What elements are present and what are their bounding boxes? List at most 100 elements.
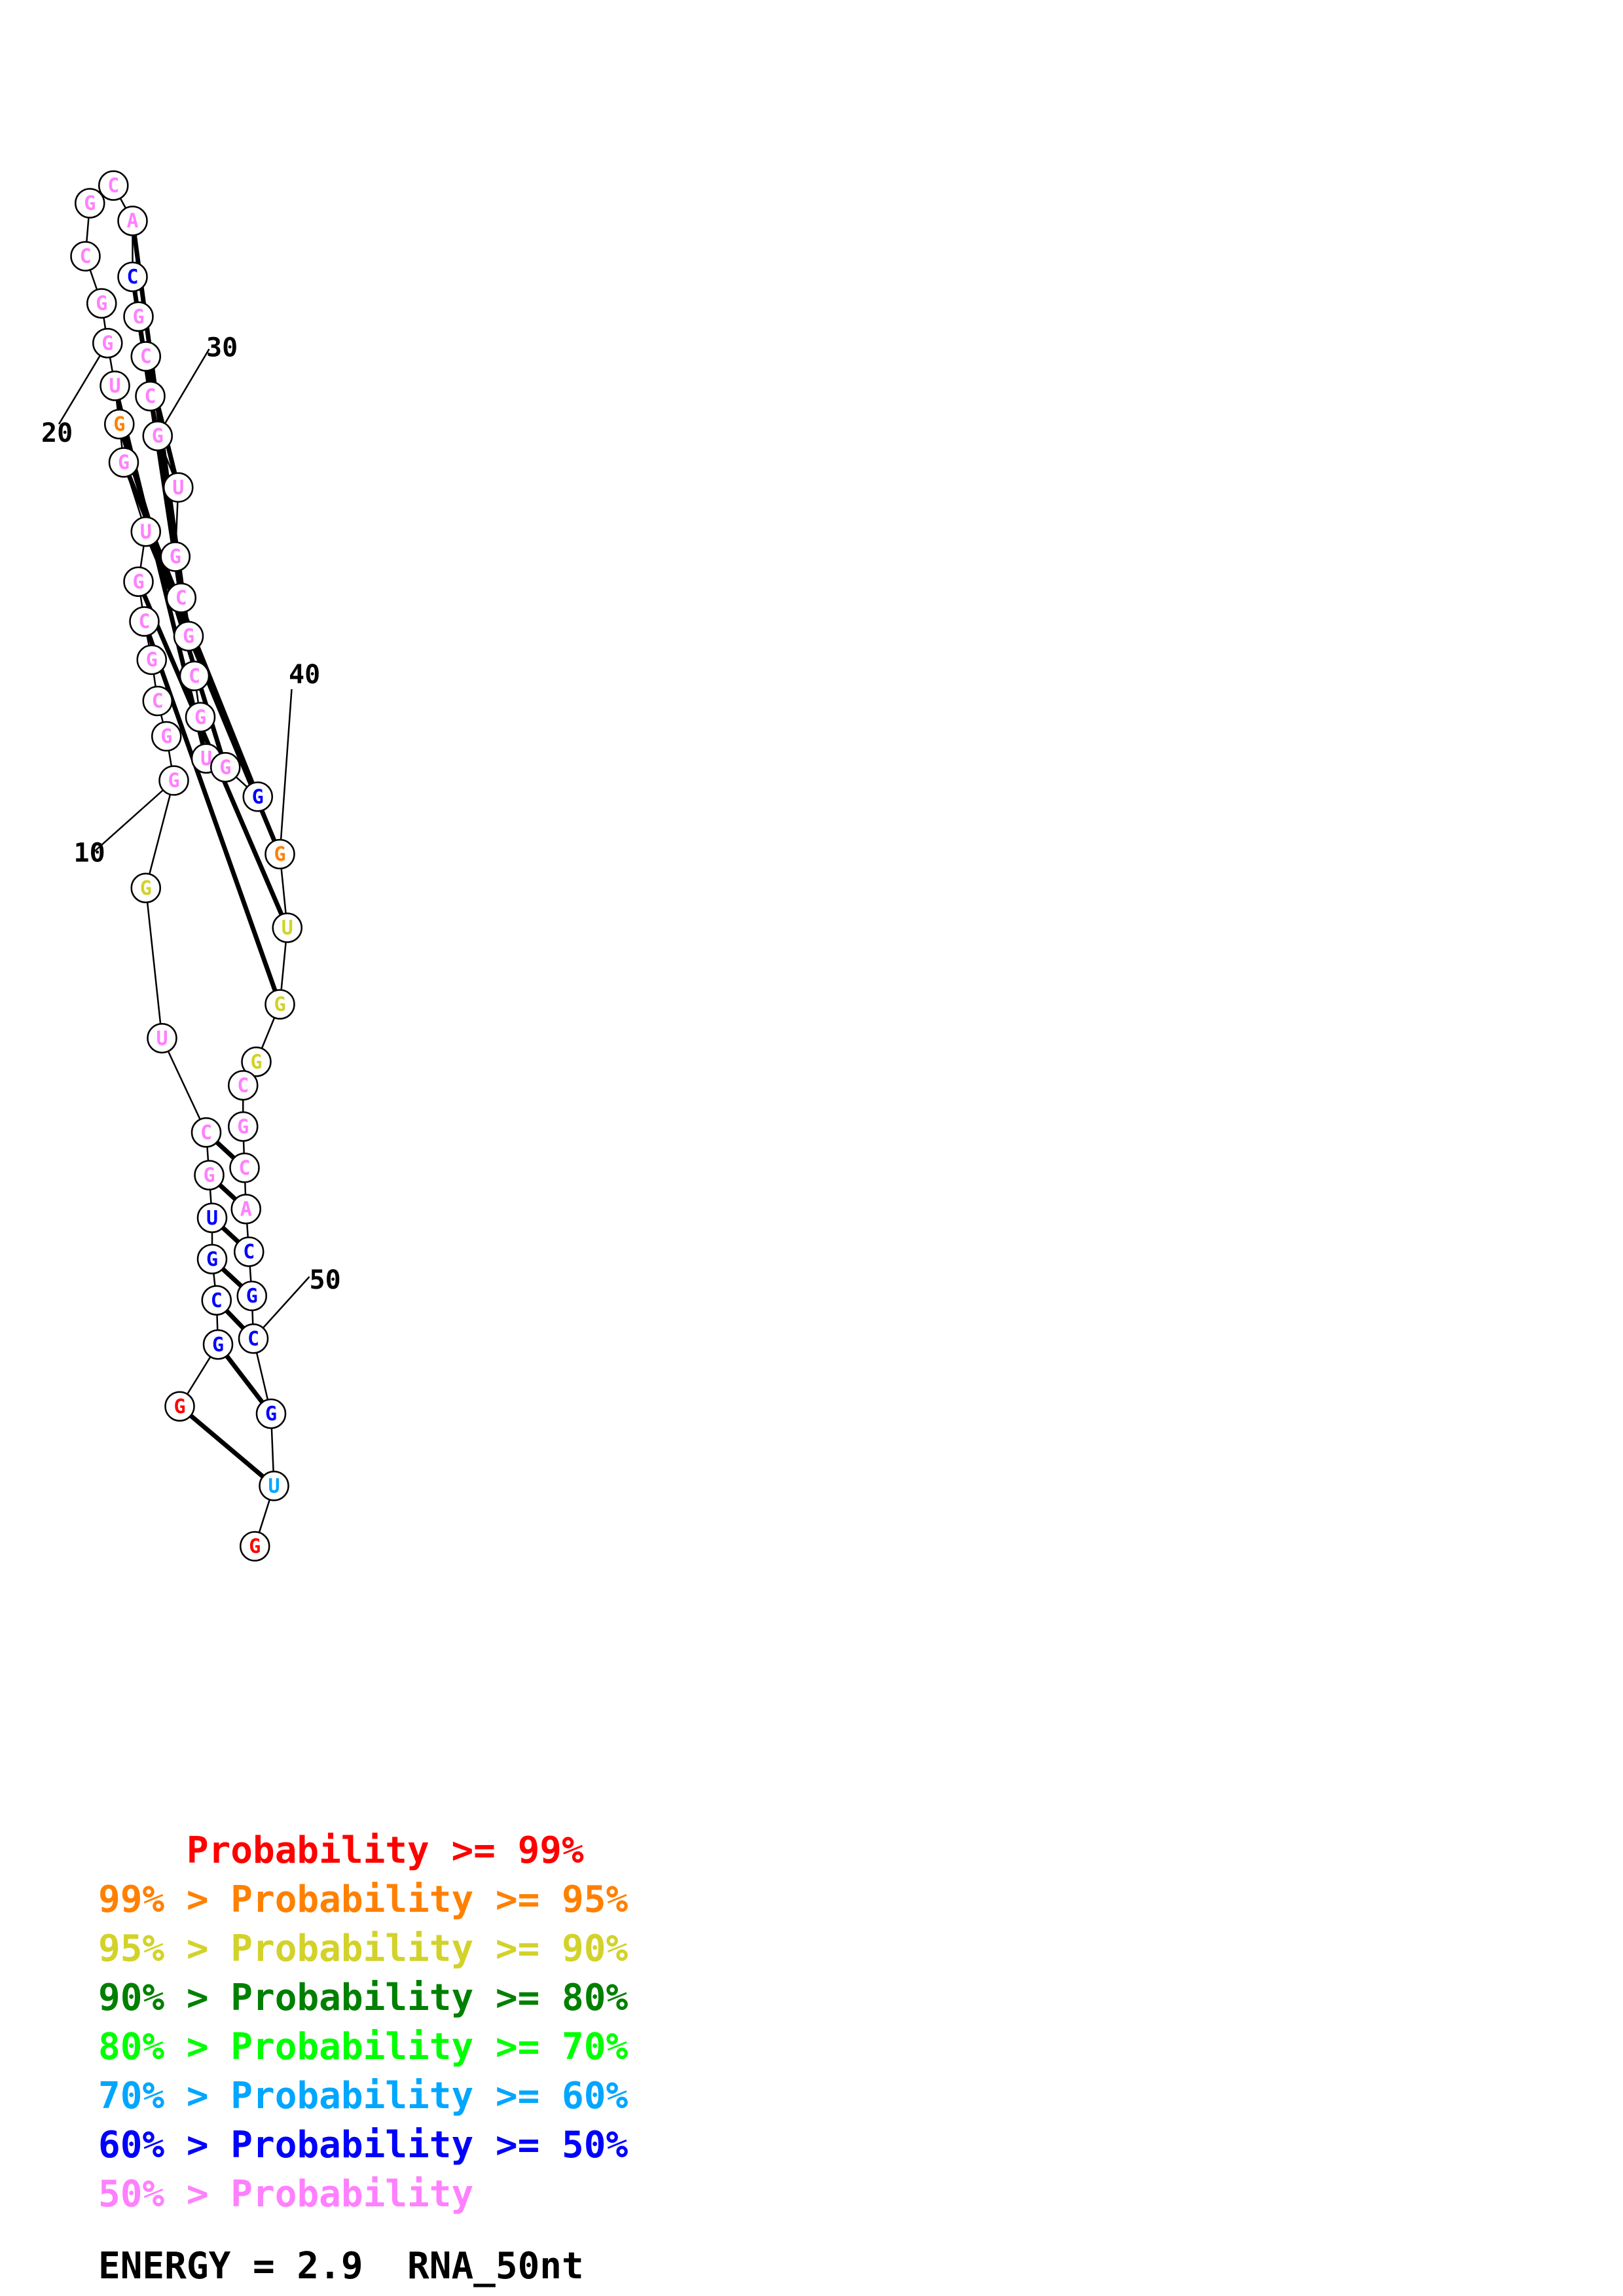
nucleotide-letter: G <box>219 756 231 779</box>
nucleotide-circle <box>129 606 160 637</box>
nucleotide-circle <box>130 341 161 372</box>
legend-range-prefix: 70% > <box>98 2075 231 2117</box>
nucleotide: G <box>151 721 182 752</box>
nucleotide-circle <box>210 752 241 783</box>
legend-row: 70% > Probability >= 60% <box>98 2072 628 2121</box>
backbone-segment <box>145 888 163 1039</box>
nucleotide: C <box>229 1153 260 1183</box>
nucleotide-circle <box>98 170 129 201</box>
nucleotide-letter: U <box>140 520 152 543</box>
nucleotide-circle <box>241 1047 272 1077</box>
legend-label: Probability >= 50% <box>230 2124 629 2166</box>
nucleotide: G <box>75 188 105 219</box>
backbone-segment <box>161 1037 208 1133</box>
nucleotide-circle <box>264 989 295 1020</box>
legend-row: Probability >= 99% <box>98 1826 628 1875</box>
nucleotide: G <box>173 620 204 652</box>
nucleotide-circle <box>201 1285 232 1316</box>
nucleotide-letter: C <box>211 1289 223 1312</box>
nucleotide-letter: U <box>268 1475 280 1498</box>
nucleotide-letter: U <box>200 747 212 770</box>
nucleotide: G <box>108 447 139 478</box>
nucleotide: G <box>136 644 167 675</box>
nucleotide-letter: G <box>173 1395 185 1418</box>
nucleotide: G <box>236 1280 267 1312</box>
nucleotide-circle <box>142 685 173 717</box>
nucleotide-circle <box>136 644 167 675</box>
nucleotide: G <box>202 1329 234 1360</box>
legend-label: Probability >= 80% <box>230 1977 629 2019</box>
nucleotide: G <box>185 702 216 732</box>
legend-range-prefix: 80% > <box>98 2026 231 2068</box>
position-labels: 10 20 30 40 50 <box>41 333 341 1340</box>
legend-range-prefix: 60% > <box>98 2124 231 2166</box>
nucleotide: G <box>241 1047 272 1077</box>
nucleotide-circle <box>259 1471 289 1501</box>
nucleotide-letter: G <box>118 452 130 475</box>
nucleotide-letter: G <box>132 306 144 329</box>
nucleotide-circle <box>166 583 196 613</box>
nucleotide-circle <box>160 541 191 572</box>
nucleotide-letter: G <box>274 994 285 1016</box>
nucleotide-letter: C <box>200 1121 212 1144</box>
nucleotide-circle <box>196 1244 228 1274</box>
nucleotide-letter: G <box>146 649 158 672</box>
nucleotide-circle <box>117 206 148 236</box>
nucleotide: G <box>123 301 154 332</box>
nucleotide-circle <box>240 1531 270 1562</box>
nucleotide-circle <box>196 1202 228 1233</box>
nucleotide-letter: C <box>243 1241 255 1264</box>
nucleotide-circle <box>151 721 182 752</box>
nucleotide: G <box>264 838 295 870</box>
nucleotide-letter: C <box>140 346 152 368</box>
legend-label: Probability >= 90% <box>230 1928 629 1970</box>
nucleotide-letter: U <box>206 1207 218 1230</box>
nucleotide-letter: G <box>113 413 125 436</box>
nucleotide-circle <box>234 1236 264 1267</box>
nucleotide: G <box>123 566 154 597</box>
position-tick <box>90 780 175 855</box>
nucleotide-circle <box>185 702 216 732</box>
nucleotide-letter: G <box>206 1248 218 1271</box>
nucleotide: G <box>255 1398 287 1429</box>
nucleotide: C <box>201 1285 232 1316</box>
position-tick <box>279 689 293 855</box>
nucleotide-letter: C <box>126 266 138 289</box>
legend-label: Probability >= 99% <box>186 1829 584 1872</box>
nucleotide-circle <box>228 1070 259 1101</box>
probability-legend: Probability >= 99% 99% > Probability >= 9… <box>98 1826 628 2219</box>
nucleotide-circle <box>242 781 273 812</box>
position-label: 50 <box>310 1265 341 1295</box>
nucleotide: C <box>70 241 101 272</box>
nucleotide: C <box>117 261 148 293</box>
base-pair-bond <box>178 1405 276 1488</box>
nucleotide: G <box>210 752 241 783</box>
nucleotide-letter: G <box>249 1535 261 1558</box>
nucleotide: G <box>160 541 191 572</box>
energy-text: ENERGY = 2.9 <box>98 2245 363 2287</box>
nucleotide: G <box>142 420 173 452</box>
structure-footer: ENERGY = 2.9 RNA_50nt <box>98 2245 584 2287</box>
nucleotide-circle <box>123 301 154 332</box>
nucleotide: C <box>166 583 196 613</box>
position-label: 20 <box>41 418 73 448</box>
nucleotide-letter: G <box>101 332 113 355</box>
nucleotide-letter: G <box>96 293 107 315</box>
legend-label: Probability <box>230 2173 474 2215</box>
nucleotide: C <box>130 341 161 372</box>
position-label: 30 <box>206 333 238 363</box>
nucleotide-letter: G <box>160 725 172 748</box>
nucleotide-circle <box>104 408 135 440</box>
nucleotide-letter: G <box>140 877 152 900</box>
base-pair-bond <box>142 620 282 1005</box>
legend-range-prefix: 99% > <box>98 1878 231 1921</box>
nucleotide: C <box>98 170 129 201</box>
legend-row: 60% > Probability >= 50% <box>98 2121 628 2170</box>
nucleotide: A <box>117 206 148 236</box>
nucleotide-circle <box>264 838 295 870</box>
nucleotide-letter: G <box>252 785 264 808</box>
nucleotide-letter: C <box>107 175 119 198</box>
nucleotide: C <box>129 606 160 637</box>
nucleotide-circle <box>255 1398 287 1429</box>
nucleotide-circle <box>100 370 130 401</box>
